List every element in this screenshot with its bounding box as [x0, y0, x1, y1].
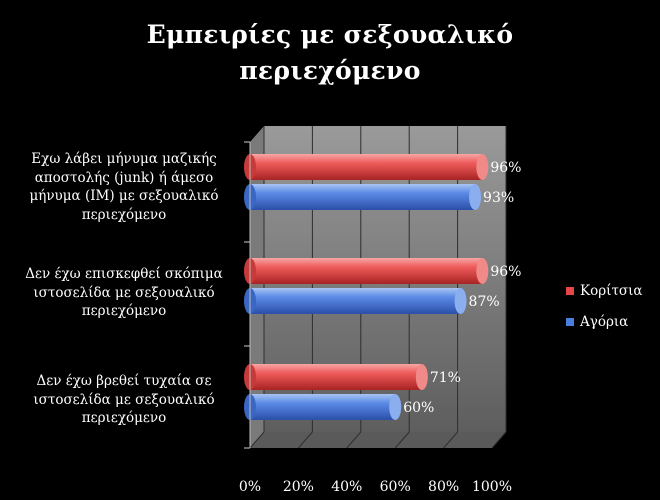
gridline-floor — [394, 431, 410, 449]
gridline-floor — [346, 431, 362, 449]
data-label: 96% — [490, 160, 521, 176]
category-label-2-line: ιστοσελίδα με σεξουαλικό — [33, 284, 215, 301]
category-label-2: Δεν έχω επισκεφθεί σκόπιμα ιστοσελίδα με… — [4, 265, 244, 321]
category-label-1-line: αποστολής (junk) ή άμεσο — [34, 169, 214, 186]
bar — [250, 184, 476, 210]
gridline-floor — [443, 431, 458, 449]
x-tick-label: 40% — [331, 479, 362, 495]
category-label-1-line: περιεχόμενο — [81, 206, 167, 223]
chart-title-line-2: περιεχόμενο — [239, 56, 421, 85]
category-label-2-line: Δεν έχω επισκεφθεί σκόπιμα — [25, 266, 223, 282]
x-tick-label: 80% — [428, 479, 459, 495]
category-label-3: Δεν έχω βρεθεί τυχαία σε ιστοσελίδα με σ… — [4, 372, 244, 428]
bar — [250, 364, 422, 390]
legend-swatch-girls — [566, 287, 574, 295]
category-label-3-line: Δεν έχω βρεθεί τυχαία σε — [36, 373, 212, 389]
data-label: 60% — [403, 400, 434, 416]
legend-label-girls: Κορίτσια — [580, 283, 643, 299]
x-tick-label: 100% — [472, 479, 512, 495]
legend-label-boys: Αγόρια — [580, 314, 629, 330]
category-label-1-line: Εχω λάβει μήνυμα μαζικής — [31, 151, 217, 167]
bar-end-cap — [454, 288, 467, 314]
x-tick-label: 0% — [239, 479, 261, 495]
bar — [250, 154, 483, 180]
data-label: 93% — [483, 190, 514, 206]
bar — [250, 288, 461, 314]
bar-end-cap — [415, 364, 428, 390]
data-label: 87% — [469, 294, 500, 310]
data-label: 96% — [490, 264, 521, 280]
data-label: 71% — [430, 370, 461, 386]
category-label-1-line: μήνυμα (IM) με σεξουαλικό — [29, 188, 219, 204]
bar-end-cap — [389, 394, 402, 420]
category-label-1: Εχω λάβει μήνυμα μαζικής αποστολής (junk… — [4, 150, 244, 224]
bar-end-cap — [476, 258, 489, 284]
x-tick-label: 60% — [380, 479, 411, 495]
gridline-floor — [249, 431, 265, 449]
category-label-2-line: περιεχόμενο — [81, 303, 167, 319]
chart-title-line-1: Εμπειρίες με σεξουαλικό — [146, 20, 514, 49]
legend-swatch-boys — [566, 318, 574, 326]
category-label-3-line: ιστοσελίδα με σεξουαλικό — [33, 391, 215, 408]
bar — [250, 258, 483, 284]
category-label-3-line: περιεχόμενο — [81, 410, 167, 426]
legend-item-girls: Κορίτσια — [566, 283, 643, 299]
bar — [250, 394, 396, 420]
x-tick-label: 20% — [283, 479, 314, 495]
bar-end-cap — [476, 154, 489, 180]
bar-end-cap — [469, 184, 482, 210]
legend-item-boys: Αγόρια — [566, 314, 628, 330]
gridline-floor — [491, 431, 507, 449]
gridline-floor — [298, 431, 313, 449]
floor — [250, 432, 506, 448]
